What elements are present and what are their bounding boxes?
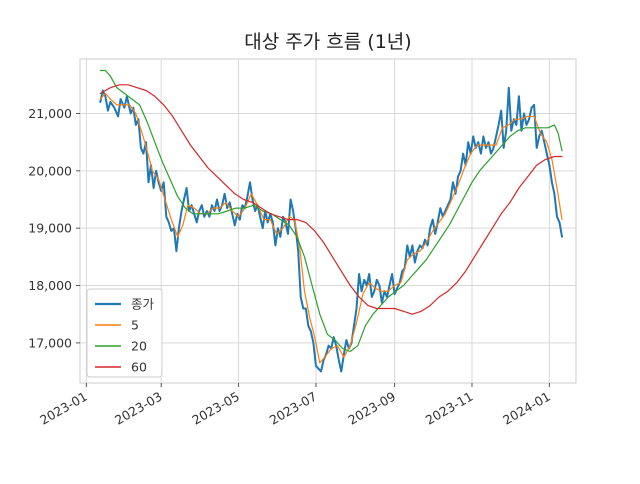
legend-label: 5 [131,318,139,333]
x-tick-label: 2023-09 [345,389,398,428]
x-tick-label: 2023-05 [189,389,242,428]
legend-box [86,288,163,378]
series-line-0 [99,86,563,373]
x-tick-label: 2023-07 [267,389,320,428]
legend-label: 60 [131,360,147,375]
series-line-2 [99,69,563,353]
y-tick-label: 21,000 [28,106,72,121]
y-tick-label: 20,000 [28,163,72,178]
legend-label: 20 [131,339,147,354]
legend: 종가 5 20 60 [86,288,163,378]
series-lines [99,69,563,373]
x-tick-label: 2023-11 [423,389,476,428]
grid [79,58,577,384]
y-tick-label: 17,000 [28,335,72,350]
chart-title: 대상 주가 흐름 (1년) [244,31,411,53]
x-tick-label: 2023-01 [37,389,90,428]
y-tick-label: 19,000 [28,221,72,236]
legend-label: 종가 [131,297,155,312]
x-tick-label: 2024-01 [500,389,553,428]
x-tick-label: 2023-03 [112,389,165,428]
y-tick-label: 18,000 [28,278,72,293]
series-line-1 [99,92,563,364]
series-line-3 [99,84,563,315]
